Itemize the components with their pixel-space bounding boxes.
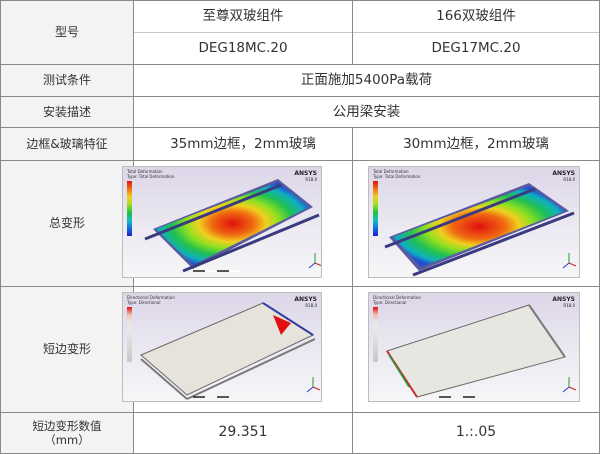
- short-edge-deformation-label: 短边变形: [1, 287, 133, 412]
- total-deformation-label: 总变形: [1, 161, 133, 286]
- short-edge-value-label: 短边变形数值 （mm）: [1, 413, 133, 453]
- color-legend: [127, 307, 132, 362]
- model-label: 型号: [1, 1, 133, 64]
- row-divider: [0, 286, 600, 287]
- sim-caption: Total Deformation Type: Total Deformation: [127, 169, 175, 179]
- short-edge-value-a: 29.351: [218, 424, 268, 441]
- table-border-top: [0, 0, 600, 1]
- frame-glass-label: 边框&玻璃特征: [1, 128, 133, 160]
- short-edge-deformation-image-b: Directional Deformation Type: Directional…: [368, 292, 580, 402]
- test-condition-label: 测试条件: [1, 65, 133, 96]
- sim-caption: Directional Deformation Type: Directional: [127, 295, 175, 305]
- ansys-logo: ANSYS R18.0: [552, 170, 575, 182]
- axis-triad-icon: [562, 377, 577, 393]
- column-divider: [352, 0, 353, 64]
- installation-label: 安装描述: [1, 97, 133, 127]
- product-a-name: 至尊双玻组件: [202, 8, 284, 25]
- installation-value: 公用梁安装: [332, 103, 401, 120]
- axis-triad-icon: [308, 253, 321, 269]
- product-b-name: 166双玻组件: [436, 8, 516, 25]
- frame-glass-value-b: 30mm边框，2mm玻璃: [403, 135, 549, 152]
- axis-triad-icon: [562, 253, 577, 269]
- ansys-logo: ANSYS R18.0: [294, 170, 317, 182]
- row-divider: [0, 64, 600, 65]
- product-b-code: DEG17MC.20: [431, 40, 521, 57]
- row-divider: [0, 96, 600, 97]
- short-edge-deformation-image-a: Directional Deformation Type: Directional…: [122, 292, 322, 402]
- sim-caption: Directional Deformation Type: Directional: [373, 295, 421, 305]
- row-divider: [0, 412, 600, 413]
- header-inner-divider: [134, 32, 600, 33]
- table-border-left: [0, 0, 1, 454]
- ansys-logo: ANSYS R18.0: [552, 296, 575, 308]
- short-edge-value-b: 1.:.05: [455, 424, 497, 441]
- product-a-code: DEG18MC.20: [198, 40, 288, 57]
- column-divider: [352, 127, 353, 454]
- total-deformation-image-b: Total Deformation Type: Total Deformation…: [368, 166, 580, 278]
- color-legend: [127, 181, 132, 236]
- color-legend: [373, 181, 378, 236]
- sim-caption: Total Deformation Type: Total Deformation: [373, 169, 421, 179]
- total-deformation-image-a: Total Deformation Type: Total Deformation…: [122, 166, 322, 278]
- color-legend: [373, 307, 378, 362]
- axis-triad-icon: [306, 377, 321, 393]
- frame-glass-value-a: 35mm边框，2mm玻璃: [170, 135, 316, 152]
- row-divider: [0, 160, 600, 161]
- test-condition-value: 正面施加5400Pa载荷: [300, 72, 433, 89]
- row-divider: [0, 127, 600, 128]
- ansys-logo: ANSYS R18.0: [294, 296, 317, 308]
